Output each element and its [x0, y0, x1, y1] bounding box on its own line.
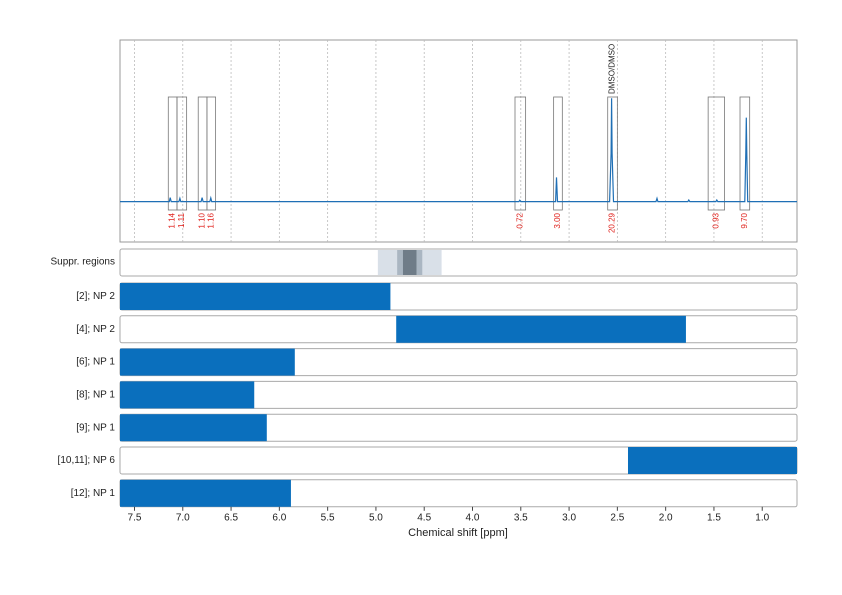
x-tick-label: 3.5	[514, 512, 528, 523]
range-bar	[120, 283, 391, 310]
integral-label: 1.14	[168, 212, 177, 228]
integral-region	[206, 96, 217, 211]
range-bar	[120, 479, 291, 507]
x-tick-label: 5.0	[369, 512, 383, 523]
row-label: [12]; NP 1	[71, 488, 116, 499]
suppression-band	[402, 250, 417, 275]
integral-region	[176, 96, 188, 211]
integral-label: 0.72	[515, 212, 524, 228]
x-tick-label: 2.5	[610, 512, 624, 523]
spectrum-line	[120, 98, 797, 203]
integral-label: 0.93	[711, 212, 720, 228]
integral-region	[514, 96, 527, 211]
integral-region	[739, 96, 751, 211]
x-tick-label: 2.0	[659, 512, 673, 523]
integral-label: 1.10	[198, 212, 207, 228]
x-axis-label: Chemical shift [ppm]	[408, 527, 508, 539]
integral-label: 1.11	[177, 212, 186, 228]
row-label: [6]; NP 1	[76, 357, 115, 368]
x-tick-label: 4.0	[466, 512, 480, 523]
row-label: [4]; NP 2	[76, 324, 115, 335]
x-tick-label: 7.0	[176, 512, 190, 523]
band-row	[119, 248, 798, 277]
range-bar	[120, 348, 295, 376]
x-tick-label: 5.5	[321, 512, 335, 523]
peak-annotation: DMSO/DMSO	[608, 44, 617, 94]
integral-label: 3.00	[553, 212, 562, 228]
row-label: [8]; NP 1	[76, 390, 115, 401]
integral-label: 9.70	[740, 212, 749, 228]
x-tick-label: 6.0	[272, 512, 286, 523]
x-tick-label: 1.0	[755, 512, 769, 523]
band-row-label: Suppr. regions	[51, 257, 116, 268]
row-label: [10,11]; NP 6	[58, 455, 116, 466]
x-tick-label: 7.5	[128, 512, 142, 523]
x-tick-label: 1.5	[707, 512, 721, 523]
integral-region	[707, 96, 725, 211]
integral-region	[553, 96, 563, 211]
spectrum-frame	[119, 39, 798, 243]
x-tick-label: 6.5	[224, 512, 238, 523]
x-tick-label: 3.0	[562, 512, 576, 523]
range-bar	[120, 381, 255, 409]
x-tick-label: 4.5	[417, 512, 431, 523]
integral-label: 20.29	[608, 212, 617, 233]
integral-region	[607, 96, 618, 211]
integral-label: 1.16	[206, 212, 215, 228]
row-label: [9]; NP 1	[76, 422, 115, 433]
range-bar	[120, 414, 267, 442]
row-label: [2]; NP 2	[76, 291, 115, 302]
range-bar	[396, 315, 686, 343]
range-bar	[627, 447, 797, 474]
